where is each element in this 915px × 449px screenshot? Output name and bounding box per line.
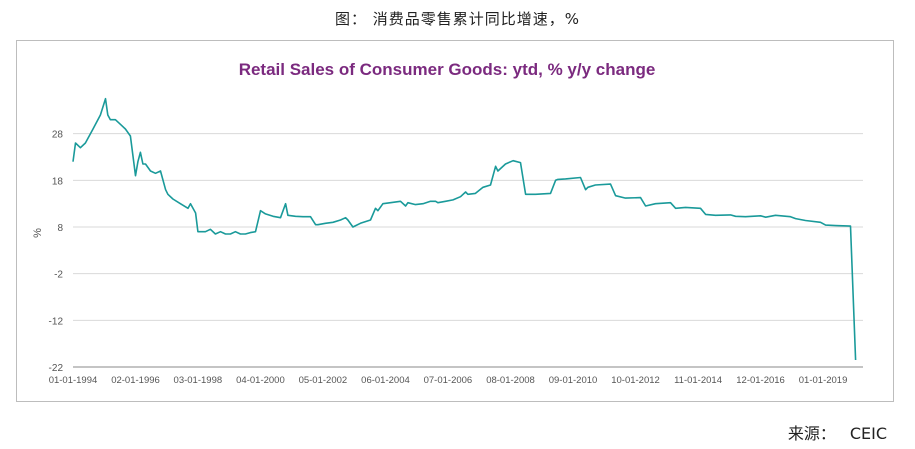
retail-sales-chart: Retail Sales of Consumer Goods: ytd, % y… xyxy=(32,60,863,386)
x-tick-label: 03-01-1998 xyxy=(174,375,223,386)
x-tick-label: 11-01-2014 xyxy=(674,375,722,386)
figure-caption: 图： 消费品零售累计同比增速，% xyxy=(334,10,581,28)
x-tick-label: 09-01-2010 xyxy=(549,375,598,386)
series-line xyxy=(72,97,857,361)
x-tick-label: 04-01-2000 xyxy=(236,375,285,386)
chart-frame: Retail Sales of Consumer Goods: ytd, % y… xyxy=(16,40,894,402)
x-tick-label: 10-01-2012 xyxy=(611,375,660,386)
y-tick-label: -12 xyxy=(49,316,64,327)
grid-lines xyxy=(73,133,863,368)
y-tick-label: -22 xyxy=(49,363,64,374)
x-tick-labels: 01-01-1994 02-01-1996 03-01-1998 04-01-2000… xyxy=(49,375,848,386)
source-value: CEIC xyxy=(849,424,887,443)
y-tick-label: 8 xyxy=(57,223,63,234)
y-tick-labels: -22 -12 -2 8 18 28 xyxy=(49,130,64,374)
y-axis-label: % xyxy=(32,228,44,238)
source-label: 来源： xyxy=(787,424,836,443)
x-tick-label: 01-01-1994 xyxy=(49,375,98,386)
x-tick-label: 08-01-2008 xyxy=(486,375,535,386)
x-tick-label: 06-01-2004 xyxy=(361,375,410,386)
x-tick-label: 01-01-2019 xyxy=(799,375,848,386)
x-tick-label: 07-01-2006 xyxy=(424,375,473,386)
source-note: 来源： CEIC xyxy=(788,420,887,444)
y-tick-label: -2 xyxy=(54,270,63,281)
y-tick-label: 28 xyxy=(52,130,64,141)
y-tick-label: 18 xyxy=(52,176,64,187)
chart-title: Retail Sales of Consumer Goods: ytd, % y… xyxy=(239,60,656,79)
x-tick-label: 02-01-1996 xyxy=(111,375,160,386)
x-tick-label: 12-01-2016 xyxy=(736,375,785,386)
x-tick-label: 05-01-2002 xyxy=(299,375,348,386)
